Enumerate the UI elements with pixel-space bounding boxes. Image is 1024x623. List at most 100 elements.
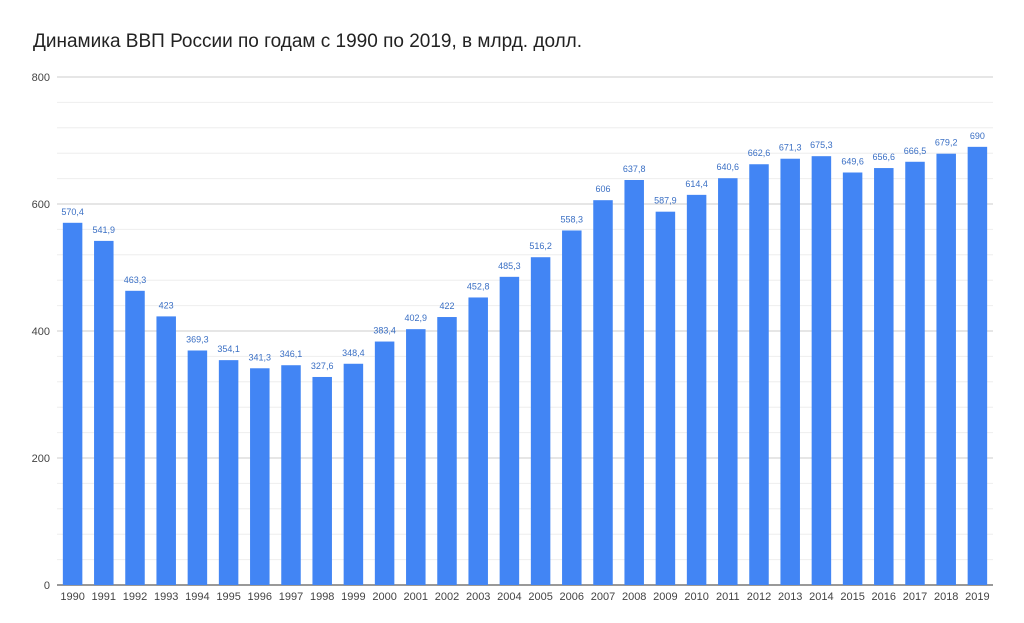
x-tick-label: 2018 (934, 591, 958, 603)
data-label-2010: 614,4 (685, 179, 708, 189)
bar-1998 (312, 376, 332, 585)
x-tick-label: 2001 (404, 591, 428, 603)
bar-1992 (125, 290, 145, 585)
data-label-1999: 348,4 (342, 348, 365, 358)
bar-2013 (780, 158, 800, 586)
chart-title: Динамика ВВП России по годам с 1990 по 2… (33, 31, 583, 52)
bar-1997 (281, 365, 301, 585)
y-tick-label: 200 (32, 453, 50, 465)
bar-2000 (374, 341, 395, 585)
bar-1993 (156, 316, 176, 585)
data-label-1994: 369,3 (186, 334, 209, 344)
bar-1990 (62, 222, 83, 585)
data-label-2008: 637,8 (623, 164, 646, 174)
data-label-1995: 354,1 (217, 344, 240, 354)
data-label-2007: 606 (595, 184, 610, 194)
x-tick-label: 2008 (622, 591, 646, 603)
bar-2004 (499, 276, 520, 585)
data-label-1993: 423 (159, 300, 174, 310)
x-tick-label: 2013 (778, 591, 802, 603)
bar-2009 (655, 211, 676, 585)
bars (62, 146, 988, 586)
data-label-1992: 463,3 (124, 275, 147, 285)
data-label-2003: 452,8 (467, 281, 490, 291)
x-tick-label: 2017 (903, 591, 927, 603)
x-axis: 1990 1991 1992 1993 1994 1995 1996 1997 1998 1999… (60, 591, 989, 603)
data-label-2016: 656,6 (873, 152, 896, 162)
data-label-2011: 640,6 (717, 162, 740, 172)
bar-2008 (624, 179, 644, 585)
bar-1996 (250, 368, 270, 585)
bar-2018 (936, 153, 956, 585)
x-tick-label: 2004 (497, 591, 521, 603)
bar-2005 (530, 257, 551, 585)
data-label-2002: 422 (439, 301, 454, 311)
bar-2006 (562, 230, 582, 586)
bar-1995 (218, 360, 239, 585)
data-label-1998: 327,6 (311, 361, 334, 371)
data-label-1990: 570,4 (61, 207, 84, 217)
y-tick-label: 400 (32, 326, 50, 338)
x-tick-label: 2009 (653, 591, 677, 603)
data-label-2015: 649,6 (841, 157, 864, 167)
data-label-1997: 346,1 (280, 349, 303, 359)
bar-1991 (94, 240, 114, 585)
x-tick-label: 2016 (872, 591, 896, 603)
y-tick-label: 0 (44, 580, 50, 592)
data-label-2004: 485,3 (498, 261, 521, 271)
data-label-1991: 541,9 (93, 225, 116, 235)
bar-2003 (468, 297, 488, 585)
gridlines (57, 76, 993, 586)
data-label-2018: 679,2 (935, 138, 958, 148)
x-tick-label: 2005 (528, 591, 552, 603)
data-label-2013: 671,3 (779, 143, 802, 153)
data-label-2009: 587,9 (654, 196, 677, 206)
x-tick-label: 2011 (716, 591, 740, 603)
x-tick-label: 1995 (216, 591, 240, 603)
data-label-2017: 666,5 (904, 146, 927, 156)
data-label-2001: 402,9 (405, 313, 428, 323)
x-tick-label: 2014 (809, 591, 833, 603)
x-tick-label: 1991 (92, 591, 116, 603)
x-tick-label: 1990 (60, 591, 84, 603)
bar-2012 (749, 164, 769, 585)
data-label-1996: 341,3 (249, 352, 272, 362)
bar-2002 (437, 317, 457, 585)
bar-1994 (187, 350, 208, 585)
data-label-2014: 675,3 (810, 140, 833, 150)
data-label-2000: 383,4 (373, 326, 396, 336)
y-axis: 0 200 400 600 800 (32, 72, 50, 592)
bar-2016 (874, 168, 894, 585)
x-tick-label: 1992 (123, 591, 147, 603)
bar-2011 (718, 178, 738, 585)
x-tick-label: 2000 (372, 591, 396, 603)
bar-2007 (593, 200, 613, 585)
x-tick-label: 2006 (560, 591, 584, 603)
bar-2017 (905, 161, 925, 585)
data-labels: 570,4 541,9 463,3 423 369,3 354,1 341,3 346,1 32… (61, 131, 985, 371)
x-tick-label: 2007 (591, 591, 615, 603)
bar-2010 (686, 194, 707, 585)
x-tick-label: 2002 (435, 591, 459, 603)
x-tick-label: 1999 (341, 591, 365, 603)
x-tick-label: 2015 (840, 591, 864, 603)
x-tick-label: 2012 (747, 591, 771, 603)
bar-2015 (842, 172, 863, 585)
x-tick-label: 1997 (279, 591, 303, 603)
bar-2019 (967, 146, 988, 585)
y-tick-label: 600 (32, 199, 50, 211)
bar-2014 (811, 156, 832, 585)
x-tick-label: 1998 (310, 591, 334, 603)
data-label-2006: 558,3 (561, 214, 584, 224)
x-tick-label: 2019 (965, 591, 989, 603)
data-label-2012: 662,6 (748, 148, 771, 158)
x-tick-label: 1993 (154, 591, 178, 603)
x-tick-label: 2010 (684, 591, 708, 603)
x-tick-label: 1996 (248, 591, 272, 603)
x-tick-label: 2003 (466, 591, 490, 603)
bar-1999 (343, 363, 364, 585)
bar-2001 (406, 329, 426, 585)
data-label-2019: 690 (970, 131, 985, 141)
data-label-2005: 516,2 (529, 241, 552, 251)
